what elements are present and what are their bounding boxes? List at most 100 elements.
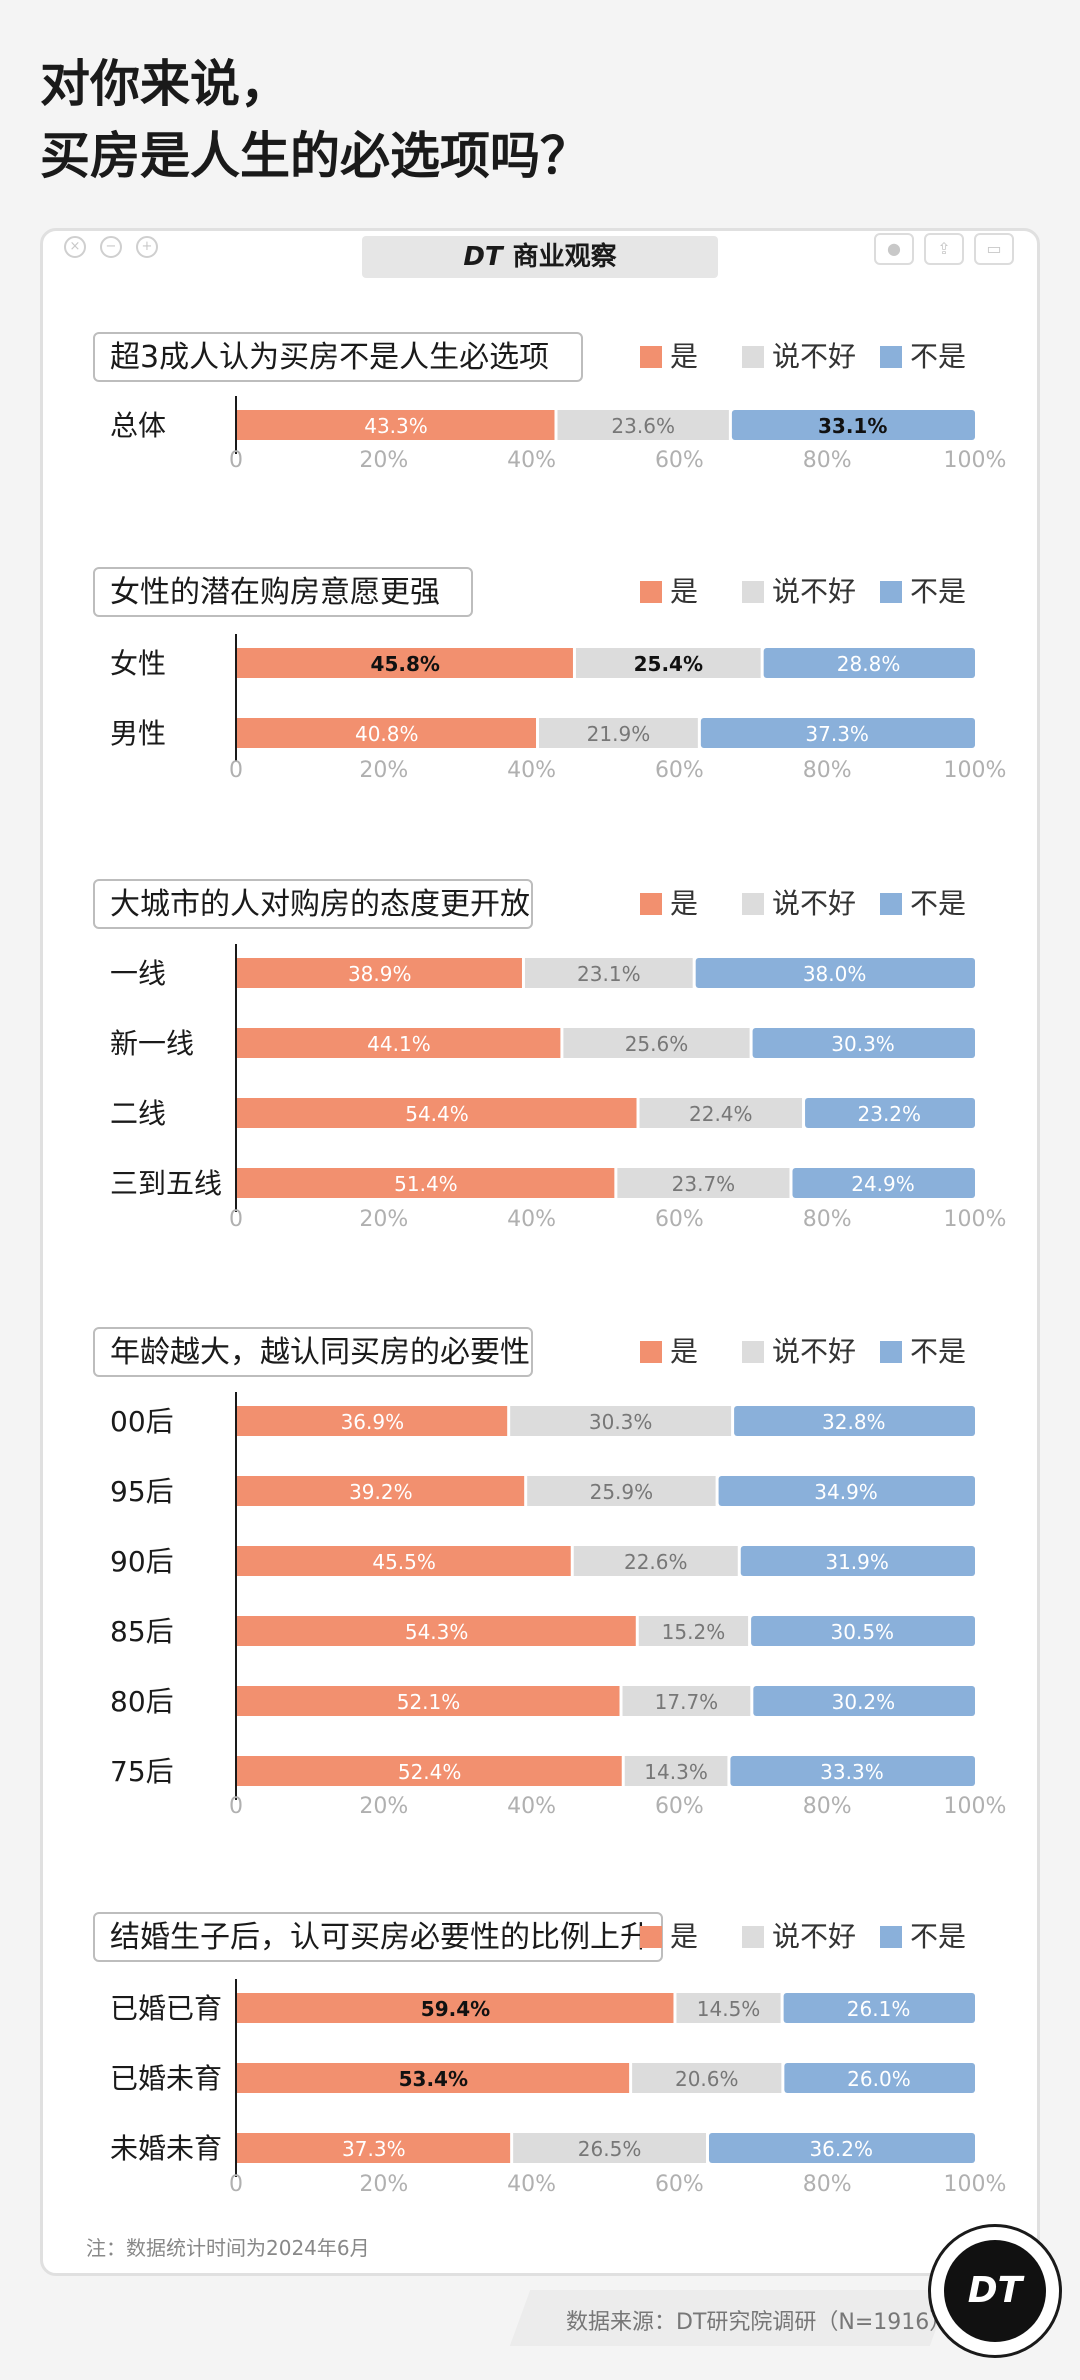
x-tick-label: 80% <box>803 758 852 783</box>
data-label: 30.3% <box>589 1410 653 1434</box>
data-label: 21.9% <box>587 722 651 746</box>
bar-segment <box>624 1756 728 1786</box>
chart-title: 超3成人认为买房不是人生必选项 <box>110 340 549 375</box>
data-label: 53.4% <box>399 2067 468 2091</box>
data-label: 33.1% <box>818 414 887 438</box>
data-label: 33.3% <box>820 1760 884 1784</box>
data-label: 37.3% <box>805 722 869 746</box>
data-label: 25.4% <box>634 652 703 676</box>
category-label: 二线 <box>110 1097 166 1130</box>
bar-segment <box>783 1993 975 2023</box>
bar-segment <box>236 1406 508 1436</box>
footnote: 注：数据统计时间为2024年6月 <box>86 2236 370 2260</box>
x-tick-label: 0 <box>229 758 243 783</box>
chart-title: 大城市的人对购房的态度更开放 <box>110 887 530 922</box>
data-label: 23.1% <box>577 962 641 986</box>
chart-title-box <box>93 567 473 617</box>
bar-segment <box>236 410 555 440</box>
bar-segment <box>236 648 573 678</box>
x-tick-label: 60% <box>655 2172 704 2197</box>
data-label: 30.2% <box>832 1690 896 1714</box>
chart-title-box <box>93 879 533 929</box>
x-tick-label: 80% <box>803 448 852 473</box>
data-label: 14.5% <box>697 1997 761 2021</box>
legend-swatch <box>742 893 764 915</box>
legend-label: 说不好 <box>772 1920 856 1953</box>
share-icon: ⇪ <box>924 233 964 265</box>
bar-segment <box>730 1756 975 1786</box>
circle-icon: ● <box>874 233 914 265</box>
bar-segment <box>236 1546 571 1576</box>
legend-label: 不是 <box>910 575 966 608</box>
x-tick-label: 60% <box>655 448 704 473</box>
bar-segment <box>695 958 975 988</box>
category-label: 已婚已育 <box>110 1992 222 2025</box>
x-tick-label: 40% <box>507 758 556 783</box>
category-label: 80后 <box>110 1685 174 1718</box>
legend-label: 说不好 <box>772 575 856 608</box>
bar-segment <box>752 1028 975 1058</box>
data-label: 38.0% <box>803 962 867 986</box>
data-source: 数据来源：DT研究院调研（N=1916） <box>566 2310 952 2335</box>
legend-label: 是 <box>670 1920 698 1953</box>
legend-swatch <box>742 581 764 603</box>
chart-title: 年龄越大，越认同买房的必要性 <box>110 1335 530 1370</box>
legend-label: 不是 <box>910 887 966 920</box>
data-label: 45.5% <box>372 1550 436 1574</box>
legend-swatch <box>880 1341 902 1363</box>
legend-swatch <box>880 346 902 368</box>
bar-segment <box>734 1406 975 1436</box>
legend-label: 是 <box>670 887 698 920</box>
category-label: 75后 <box>110 1755 174 1788</box>
bar-segment <box>236 718 537 748</box>
legend-swatch <box>640 893 662 915</box>
bar-segment <box>236 1028 561 1058</box>
data-label: 14.3% <box>644 1760 708 1784</box>
x-tick-label: 20% <box>359 1207 408 1232</box>
bar-segment <box>575 648 761 678</box>
data-label: 54.3% <box>405 1620 469 1644</box>
category-label: 95后 <box>110 1475 174 1508</box>
chart-title-box <box>93 1327 533 1377</box>
x-tick-label: 40% <box>507 1207 556 1232</box>
data-label: 26.1% <box>847 1997 911 2021</box>
data-label: 44.1% <box>367 1032 431 1056</box>
data-label: 20.6% <box>675 2067 739 2091</box>
bar-segment <box>236 1686 620 1716</box>
category-label: 男性 <box>110 717 166 750</box>
category-label: 85后 <box>110 1615 174 1648</box>
x-tick-label: 0 <box>229 1207 243 1232</box>
bar-segment <box>573 1546 738 1576</box>
window-icon: ▭ <box>974 233 1014 265</box>
bar-segment <box>236 1756 622 1786</box>
data-label: 23.6% <box>611 414 675 438</box>
legend-label: 说不好 <box>772 1335 856 1368</box>
maximize-icon: + <box>136 236 158 258</box>
x-tick-label: 100% <box>944 1207 1007 1232</box>
bar-segment <box>700 718 975 748</box>
minimize-icon: − <box>100 236 122 258</box>
legend-label: 说不好 <box>772 887 856 920</box>
legend-swatch <box>880 1926 902 1948</box>
category-label: 90后 <box>110 1545 174 1578</box>
data-label: 34.9% <box>814 1480 878 1504</box>
x-tick-label: 20% <box>359 448 408 473</box>
x-tick-label: 60% <box>655 1207 704 1232</box>
category-label: 总体 <box>110 409 166 442</box>
data-label: 52.4% <box>398 1760 462 1784</box>
data-label: 59.4% <box>421 1997 490 2021</box>
bar-segment <box>236 2063 630 2093</box>
bar-segment <box>792 1168 975 1198</box>
x-tick-label: 60% <box>655 1794 704 1819</box>
data-label: 43.3% <box>364 414 428 438</box>
bar-segment <box>763 648 975 678</box>
bar-segment <box>632 2063 782 2093</box>
category-label: 一线 <box>110 957 166 990</box>
data-label: 22.6% <box>624 1550 688 1574</box>
brand-bar: DT 商业观察 <box>362 236 718 278</box>
legend-swatch <box>880 893 902 915</box>
legend-label: 是 <box>670 575 698 608</box>
x-tick-label: 0 <box>229 1794 243 1819</box>
legend-swatch <box>742 346 764 368</box>
legend-label: 是 <box>670 1335 698 1368</box>
